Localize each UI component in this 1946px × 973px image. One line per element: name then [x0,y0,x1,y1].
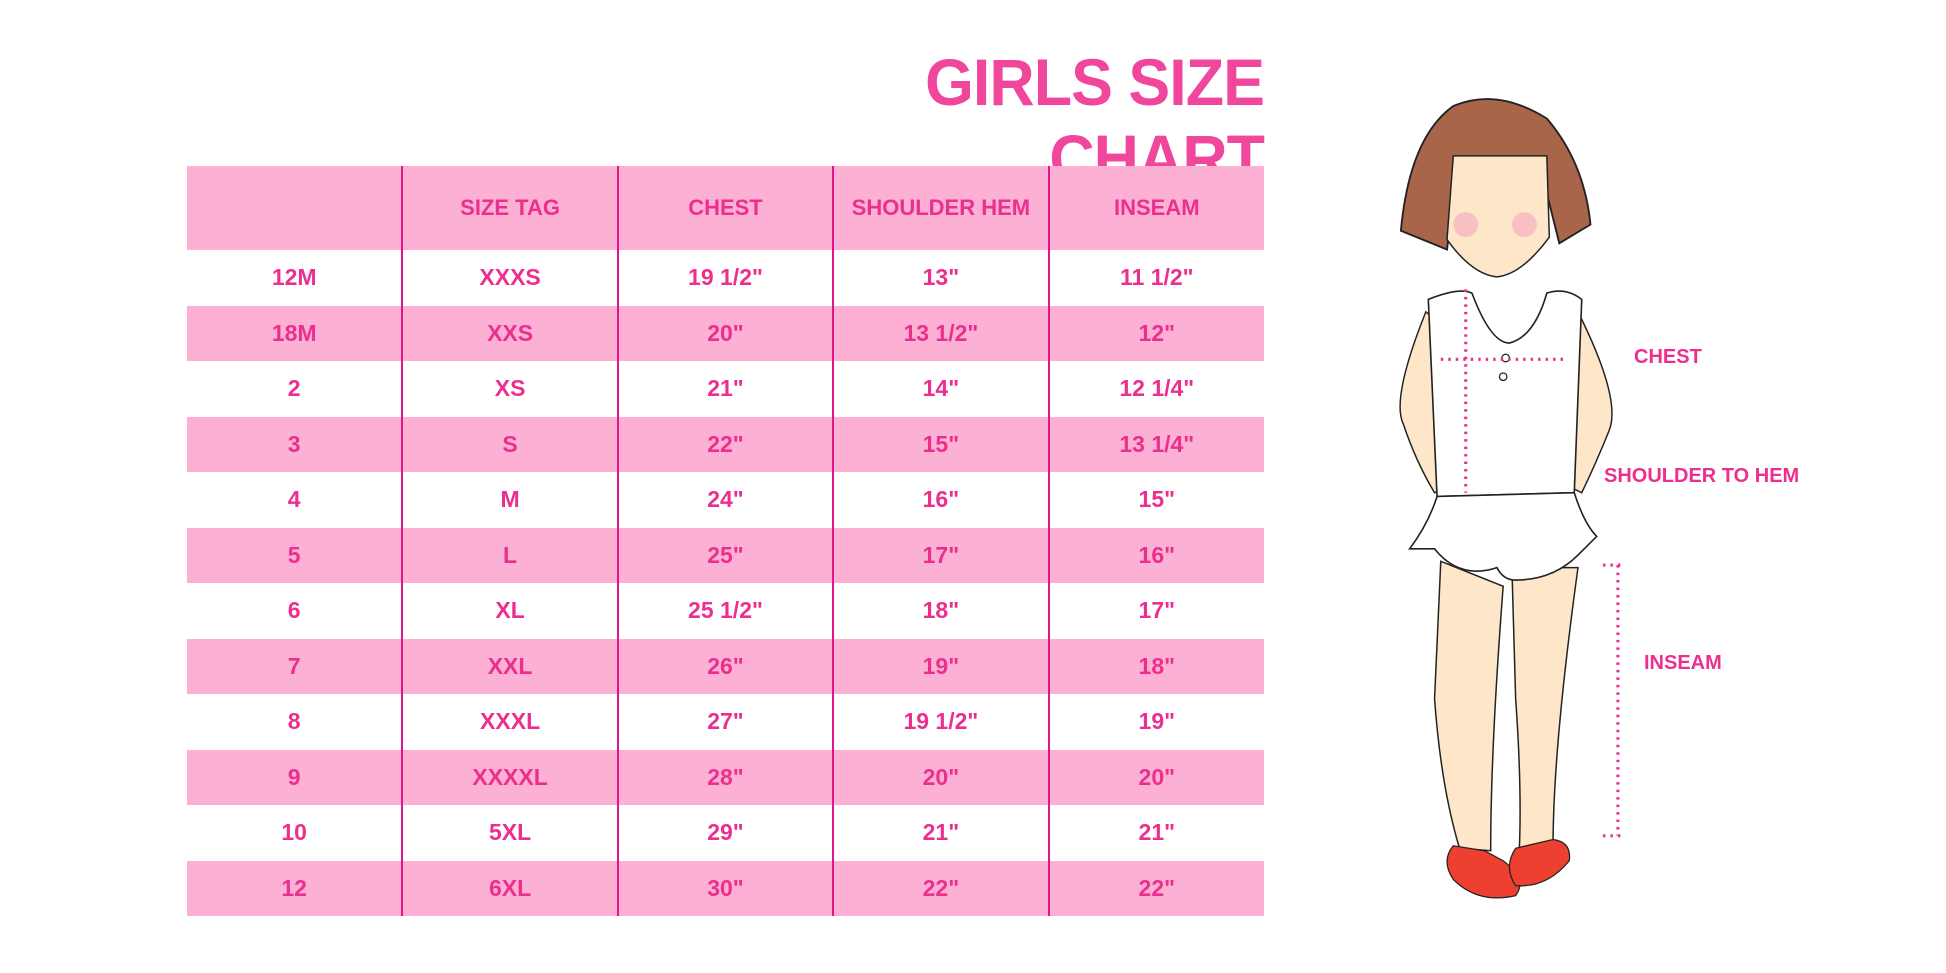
table-cell: 28" [616,749,834,805]
table-cell: 3 [187,416,403,472]
table-cell: 4 [187,472,403,528]
table-cell: 27" [616,694,834,750]
table-cell: 25 1/2" [616,583,834,639]
inseam-label: INSEAM [1644,652,1722,674]
size-chart-table: SIZE TAG CHEST SHOULDER HEM INSEAM 12M XX… [187,166,1264,916]
table-cell: 18" [1047,638,1264,694]
table-row: 5 L 25" 17" 16" [187,527,1264,583]
shorts [1407,491,1598,581]
table-cell: 15" [1047,472,1264,528]
table-cell: 29" [616,805,834,861]
table-cell: XXXL [401,694,618,750]
header-cell: CHEST [616,166,834,250]
table-cell: 21" [616,361,834,417]
table-cell: 18" [832,583,1049,639]
table-cell: 20" [1047,749,1264,805]
table-row: 10 5XL 29" 21" 21" [187,805,1264,861]
table-cell: 30" [616,860,834,916]
table-cell: 20" [832,749,1049,805]
table-cell: 2 [187,361,403,417]
shoe [1446,845,1521,899]
table-cell: L [401,527,618,583]
table-cell: 12 [187,860,403,916]
table-cell: 16" [1047,527,1264,583]
table-cell: 22" [1047,860,1264,916]
table-cell: 19" [832,638,1049,694]
table-cell: 12" [1047,305,1264,361]
table-cell: 22" [616,416,834,472]
table-cell: 6 [187,583,403,639]
table-row: 8 XXXL 27" 19 1/2" 19" [187,694,1264,750]
table-cell: 21" [1047,805,1264,861]
table-cell: 12 1/4" [1047,361,1264,417]
table-cell: 13" [832,250,1049,306]
table-cell: XXXS [401,250,618,306]
header-cell: SHOULDER HEM [832,166,1049,250]
table-cell: 17" [1047,583,1264,639]
table-cell: XXL [401,638,618,694]
table-row: 7 XXL 26" 19" 18" [187,638,1264,694]
table-row: 12 6XL 30" 22" 22" [187,860,1264,916]
header-cell: SIZE TAG [401,166,618,250]
table-cell: 7 [187,638,403,694]
table-row: 9 XXXXL 28" 20" 20" [187,749,1264,805]
table-cell: XXS [401,305,618,361]
table-cell: 5 [187,527,403,583]
table-row: 12M XXXS 19 1/2" 13" 11 1/2" [187,250,1264,306]
table-cell: 17" [832,527,1049,583]
table-cell: 9 [187,749,403,805]
table-cell: XXXXL [401,749,618,805]
table-cell: 14" [832,361,1049,417]
table-cell: 20" [616,305,834,361]
table-cell: 8 [187,694,403,750]
table-cell: 24" [616,472,834,528]
table-header-row: SIZE TAG CHEST SHOULDER HEM INSEAM [187,166,1264,250]
table-cell: 13 1/2" [832,305,1049,361]
table-cell: 25" [616,527,834,583]
table-row: 18M XXS 20" 13 1/2" 12" [187,305,1264,361]
table-cell: 22" [832,860,1049,916]
shoe [1508,838,1571,887]
table-cell: 19 1/2" [616,250,834,306]
table-cell: 19" [1047,694,1264,750]
face [1446,155,1551,278]
table-cell: 16" [832,472,1049,528]
shirt [1427,290,1583,498]
table-cell: 15" [832,416,1049,472]
table-cell: 10 [187,805,403,861]
table-cell: XL [401,583,618,639]
table-cell: 19 1/2" [832,694,1049,750]
table-cell: M [401,472,618,528]
header-cell [187,166,403,250]
table-cell: 21" [832,805,1049,861]
table-cell: 18M [187,305,403,361]
table-cell: 5XL [401,805,618,861]
table-cell: S [401,416,618,472]
header-cell: INSEAM [1047,166,1264,250]
table-row: 6 XL 25 1/2" 18" 17" [187,583,1264,639]
table-cell: 13 1/4" [1047,416,1264,472]
table-cell: 12M [187,250,403,306]
table-cell: 11 1/2" [1047,250,1264,306]
shoulder-to-hem-label: SHOULDER TO HEM [1604,465,1800,487]
chest-label: CHEST [1634,346,1702,368]
page-title: GIRLS SIZE CHART [925,45,1265,195]
table-row: 4 M 24" 16" 15" [187,472,1264,528]
table-cell: 6XL [401,860,618,916]
table-row: 3 S 22" 15" 13 1/4" [187,416,1264,472]
table-cell: 26" [616,638,834,694]
table-row: 2 XS 21" 14" 12 1/4" [187,361,1264,417]
table-cell: XS [401,361,618,417]
